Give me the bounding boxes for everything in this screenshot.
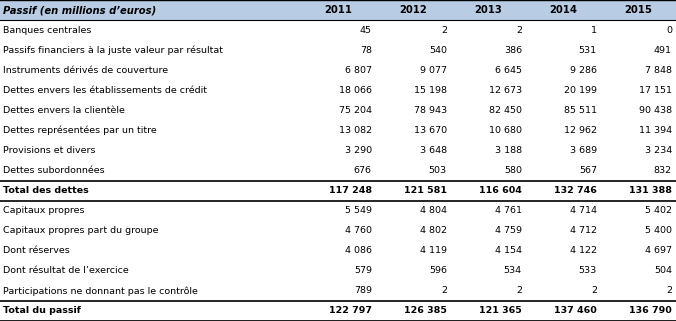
- Text: 531: 531: [579, 46, 597, 55]
- Text: 6 807: 6 807: [345, 66, 372, 75]
- Text: 2: 2: [591, 286, 597, 295]
- Text: 3 188: 3 188: [495, 146, 522, 155]
- Text: Total du passif: Total du passif: [3, 307, 81, 316]
- Text: 13 082: 13 082: [339, 126, 372, 135]
- Text: 75 204: 75 204: [339, 106, 372, 115]
- Text: 12 673: 12 673: [489, 86, 522, 95]
- Text: 85 511: 85 511: [564, 106, 597, 115]
- Text: 503: 503: [429, 166, 447, 175]
- Text: 5 400: 5 400: [645, 226, 672, 235]
- Text: 122 797: 122 797: [329, 307, 372, 316]
- Text: 90 438: 90 438: [639, 106, 672, 115]
- Text: Total des dettes: Total des dettes: [3, 186, 89, 195]
- Text: Dont réserves: Dont réserves: [3, 246, 70, 255]
- Text: 2015: 2015: [625, 5, 652, 15]
- Text: 504: 504: [654, 266, 672, 275]
- Text: 2011: 2011: [324, 5, 352, 15]
- Text: Passif (en millions d’euros): Passif (en millions d’euros): [3, 5, 157, 15]
- Text: 13 670: 13 670: [414, 126, 447, 135]
- Text: 2: 2: [516, 286, 522, 295]
- Text: 18 066: 18 066: [339, 86, 372, 95]
- Bar: [0, 0, 676, 20]
- Text: 2012: 2012: [400, 5, 427, 15]
- Text: 3 648: 3 648: [420, 146, 447, 155]
- Text: 136 790: 136 790: [629, 307, 672, 316]
- Text: 7 848: 7 848: [645, 66, 672, 75]
- Text: 2014: 2014: [550, 5, 577, 15]
- Text: 9 077: 9 077: [420, 66, 447, 75]
- Text: 533: 533: [579, 266, 597, 275]
- Text: 596: 596: [429, 266, 447, 275]
- Text: 12 962: 12 962: [564, 126, 597, 135]
- Text: 4 804: 4 804: [420, 206, 447, 215]
- Text: 540: 540: [429, 46, 447, 55]
- Text: 3 234: 3 234: [645, 146, 672, 155]
- Text: Participations ne donnant pas le contrôle: Participations ne donnant pas le contrôl…: [3, 286, 198, 296]
- Text: Dettes subordonnées: Dettes subordonnées: [3, 166, 105, 175]
- Text: 4 760: 4 760: [345, 226, 372, 235]
- Text: 82 450: 82 450: [489, 106, 522, 115]
- Text: 78: 78: [360, 46, 372, 55]
- Text: Banques centrales: Banques centrales: [3, 26, 92, 35]
- Text: 386: 386: [504, 46, 522, 55]
- Text: Passifs financiers à la juste valeur par résultat: Passifs financiers à la juste valeur par…: [3, 45, 223, 55]
- Text: 45: 45: [360, 26, 372, 35]
- Text: 17 151: 17 151: [639, 86, 672, 95]
- Text: 116 604: 116 604: [479, 186, 522, 195]
- Text: 2: 2: [441, 286, 447, 295]
- Text: 132 746: 132 746: [554, 186, 597, 195]
- Text: 2: 2: [441, 26, 447, 35]
- Text: 4 122: 4 122: [570, 246, 597, 255]
- Text: 491: 491: [654, 46, 672, 55]
- Text: 9 286: 9 286: [570, 66, 597, 75]
- Text: 4 802: 4 802: [420, 226, 447, 235]
- Text: Provisions et divers: Provisions et divers: [3, 146, 96, 155]
- Text: Instruments dérivés de couverture: Instruments dérivés de couverture: [3, 66, 168, 75]
- Text: 4 712: 4 712: [570, 226, 597, 235]
- Text: 117 248: 117 248: [329, 186, 372, 195]
- Text: 2: 2: [516, 26, 522, 35]
- Text: Dettes représentées par un titre: Dettes représentées par un titre: [3, 126, 157, 135]
- Text: 789: 789: [354, 286, 372, 295]
- Text: 11 394: 11 394: [639, 126, 672, 135]
- Text: Dettes envers les établissements de crédit: Dettes envers les établissements de créd…: [3, 86, 208, 95]
- Text: 4 697: 4 697: [645, 246, 672, 255]
- Text: 580: 580: [504, 166, 522, 175]
- Text: 567: 567: [579, 166, 597, 175]
- Text: 2: 2: [666, 286, 672, 295]
- Text: 676: 676: [354, 166, 372, 175]
- Text: 126 385: 126 385: [404, 307, 447, 316]
- Text: 78 943: 78 943: [414, 106, 447, 115]
- Text: 534: 534: [504, 266, 522, 275]
- Text: 4 086: 4 086: [345, 246, 372, 255]
- Text: 4 759: 4 759: [495, 226, 522, 235]
- Text: 5 549: 5 549: [345, 206, 372, 215]
- Text: 121 581: 121 581: [404, 186, 447, 195]
- Text: 2013: 2013: [475, 5, 502, 15]
- Text: Capitaux propres part du groupe: Capitaux propres part du groupe: [3, 226, 159, 235]
- Text: 0: 0: [666, 26, 672, 35]
- Text: 4 119: 4 119: [420, 246, 447, 255]
- Text: 131 388: 131 388: [629, 186, 672, 195]
- Text: 6 645: 6 645: [495, 66, 522, 75]
- Text: Dont résultat de l’exercice: Dont résultat de l’exercice: [3, 266, 129, 275]
- Text: 832: 832: [654, 166, 672, 175]
- Text: 4 714: 4 714: [570, 206, 597, 215]
- Text: 15 198: 15 198: [414, 86, 447, 95]
- Text: 1: 1: [591, 26, 597, 35]
- Text: 137 460: 137 460: [554, 307, 597, 316]
- Text: 4 761: 4 761: [495, 206, 522, 215]
- Text: 20 199: 20 199: [564, 86, 597, 95]
- Text: Capitaux propres: Capitaux propres: [3, 206, 85, 215]
- Text: 579: 579: [354, 266, 372, 275]
- Text: 5 402: 5 402: [645, 206, 672, 215]
- Text: 4 154: 4 154: [495, 246, 522, 255]
- Text: 10 680: 10 680: [489, 126, 522, 135]
- Text: 3 689: 3 689: [570, 146, 597, 155]
- Text: 3 290: 3 290: [345, 146, 372, 155]
- Text: 121 365: 121 365: [479, 307, 522, 316]
- Text: Dettes envers la clientèle: Dettes envers la clientèle: [3, 106, 125, 115]
